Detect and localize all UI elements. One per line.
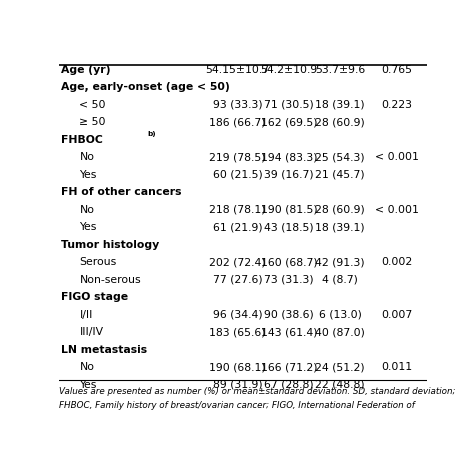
Text: No: No <box>80 363 94 373</box>
Text: III/IV: III/IV <box>80 328 104 337</box>
Text: 67 (28.8): 67 (28.8) <box>264 380 314 390</box>
Text: Yes: Yes <box>80 170 97 180</box>
Text: FH of other cancers: FH of other cancers <box>61 187 182 197</box>
Text: Tumor histology: Tumor histology <box>61 240 159 250</box>
Text: ≥ 50: ≥ 50 <box>80 117 106 127</box>
Text: 219 (78.5): 219 (78.5) <box>209 152 265 162</box>
Text: 0.007: 0.007 <box>382 310 413 320</box>
Text: 54.2±10.9: 54.2±10.9 <box>260 64 318 74</box>
Text: 60 (21.5): 60 (21.5) <box>212 170 262 180</box>
Text: 162 (69.5): 162 (69.5) <box>261 117 317 127</box>
Text: 18 (39.1): 18 (39.1) <box>316 222 365 232</box>
Text: I/II: I/II <box>80 310 93 320</box>
Text: 96 (34.4): 96 (34.4) <box>213 310 262 320</box>
Text: Age (yr): Age (yr) <box>61 64 110 74</box>
Text: 6 (13.0): 6 (13.0) <box>319 310 362 320</box>
Text: Values are presented as number (%) or mean±standard deviation. SD, standard devi: Values are presented as number (%) or me… <box>59 387 456 396</box>
Text: No: No <box>80 205 94 215</box>
Text: b): b) <box>147 131 155 137</box>
Text: 24 (51.2): 24 (51.2) <box>316 363 365 373</box>
Text: Yes: Yes <box>80 222 97 232</box>
Text: FHBOC: FHBOC <box>61 135 103 145</box>
Text: Non-serous: Non-serous <box>80 275 141 285</box>
Text: 4 (8.7): 4 (8.7) <box>322 275 358 285</box>
Text: Serous: Serous <box>80 257 117 267</box>
Text: 28 (60.9): 28 (60.9) <box>315 205 365 215</box>
Text: 166 (71.2): 166 (71.2) <box>261 363 317 373</box>
Text: < 50: < 50 <box>80 100 106 109</box>
Text: Age, early-onset (age < 50): Age, early-onset (age < 50) <box>61 82 230 92</box>
Text: 190 (68.1): 190 (68.1) <box>209 363 266 373</box>
Text: FIGO stage: FIGO stage <box>61 292 128 302</box>
Text: LN metastasis: LN metastasis <box>61 345 147 355</box>
Text: No: No <box>80 152 94 162</box>
Text: 190 (81.5): 190 (81.5) <box>261 205 317 215</box>
Text: 22 (48.8): 22 (48.8) <box>316 380 365 390</box>
Text: 73 (31.3): 73 (31.3) <box>264 275 314 285</box>
Text: 71 (30.5): 71 (30.5) <box>264 100 314 109</box>
Text: 194 (83.3): 194 (83.3) <box>261 152 317 162</box>
Text: 61 (21.9): 61 (21.9) <box>213 222 262 232</box>
Text: 40 (87.0): 40 (87.0) <box>315 328 365 337</box>
Text: 43 (18.5): 43 (18.5) <box>264 222 314 232</box>
Text: 53.7±9.6: 53.7±9.6 <box>315 64 365 74</box>
Text: < 0.001: < 0.001 <box>375 205 419 215</box>
Text: 0.011: 0.011 <box>382 363 413 373</box>
Text: 21 (45.7): 21 (45.7) <box>316 170 365 180</box>
Text: 160 (68.7): 160 (68.7) <box>261 257 317 267</box>
Text: 186 (66.7): 186 (66.7) <box>209 117 265 127</box>
Text: 77 (27.6): 77 (27.6) <box>213 275 262 285</box>
Text: 0.002: 0.002 <box>382 257 413 267</box>
Text: 28 (60.9): 28 (60.9) <box>315 117 365 127</box>
Text: 218 (78.1): 218 (78.1) <box>209 205 265 215</box>
Text: < 0.001: < 0.001 <box>375 152 419 162</box>
Text: 89 (31.9): 89 (31.9) <box>213 380 262 390</box>
Text: 39 (16.7): 39 (16.7) <box>264 170 314 180</box>
Text: 93 (33.3): 93 (33.3) <box>213 100 262 109</box>
Text: 143 (61.4): 143 (61.4) <box>261 328 317 337</box>
Text: 183 (65.6): 183 (65.6) <box>209 328 265 337</box>
Text: 90 (38.6): 90 (38.6) <box>264 310 314 320</box>
Text: 25 (54.3): 25 (54.3) <box>316 152 365 162</box>
Text: 202 (72.4): 202 (72.4) <box>209 257 266 267</box>
Text: FHBOC, Family history of breast/ovarian cancer; FIGO, International Federation o: FHBOC, Family history of breast/ovarian … <box>59 401 415 410</box>
Text: 0.765: 0.765 <box>382 64 413 74</box>
Text: 54.15±10.7: 54.15±10.7 <box>205 64 270 74</box>
Text: 42 (91.3): 42 (91.3) <box>316 257 365 267</box>
Text: Yes: Yes <box>80 380 97 390</box>
Text: 0.223: 0.223 <box>382 100 413 109</box>
Text: 18 (39.1): 18 (39.1) <box>316 100 365 109</box>
